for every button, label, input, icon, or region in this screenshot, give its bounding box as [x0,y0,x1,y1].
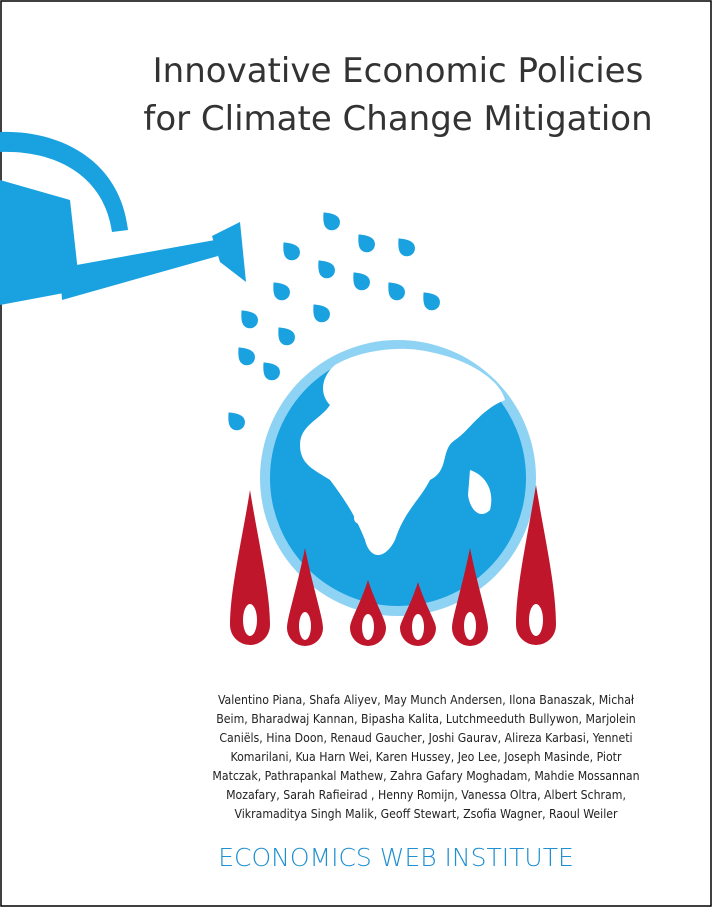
flame [350,580,386,646]
can-rose [212,222,246,282]
drop [323,212,340,231]
title: Innovative Economic Policies for Climate… [143,51,652,139]
continent [300,348,505,555]
flame [516,485,556,645]
flame-hole [299,612,311,640]
can-spout [60,240,218,300]
flames [230,485,556,646]
flame-hole [464,612,476,640]
author-line: Matczak, Pathrapankal Mathew, Zahra Gafa… [212,769,639,783]
continent [468,470,492,515]
drops [222,212,444,434]
author-line: Beim, Bharadwaj Kannan, Bipasha Kalita, … [216,712,636,726]
flame-hole [529,604,543,636]
authors: Valentino Piana, Shafa Aliyev, May Munch… [212,693,639,821]
flame [452,548,488,646]
can-handle [0,131,128,232]
island [354,512,366,524]
globe [260,340,536,616]
flame-hole [243,604,257,636]
author-line: Mozafary, Sarah Rafieirad , Henny Romijn… [226,788,626,802]
title-line: Innovative Economic Policies [153,51,644,91]
publisher: ECONOMICS WEB INSTITUTE [218,843,574,872]
island [370,508,378,516]
can-body [0,180,80,305]
flame [230,490,270,645]
flame-hole [412,614,424,640]
author-line: Valentino Piana, Shafa Aliyev, May Munch… [218,693,635,707]
author-line: Vikramaditya Singh Malik, Geoff Stewart,… [234,807,618,821]
flame-hole [362,614,374,640]
watering-can [0,131,246,305]
flame [287,548,323,646]
title-line: for Climate Change Mitigation [143,99,652,139]
author-line: Komarilani, Kua Harn Wei, Karen Hussey, … [231,750,622,764]
author-line: Caniëls, Hina Doon, Renaud Gaucher, Josh… [219,731,632,745]
